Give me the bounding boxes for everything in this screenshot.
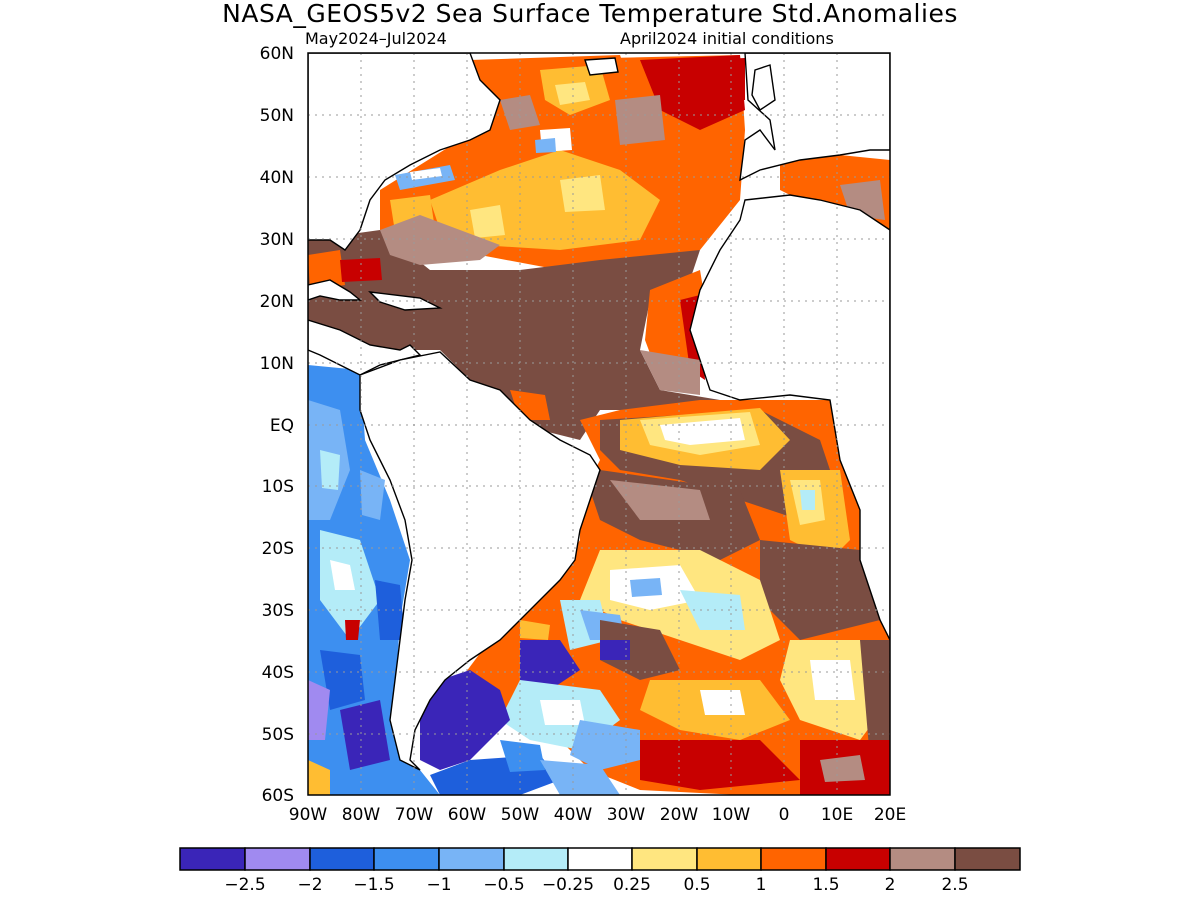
colorbar-swatch: [503, 847, 569, 871]
british-isles-land: [751, 64, 776, 112]
anomaly-map: [308, 53, 890, 795]
graticule: [308, 53, 890, 795]
lon-label: 20E: [874, 805, 906, 825]
europe-land: [739, 53, 890, 182]
patagonian-cold-region: [420, 620, 620, 795]
lon-label: 70W: [395, 805, 434, 825]
colorbar-label: −1: [426, 875, 451, 895]
colorbar-swatch: [373, 847, 440, 871]
colorbar-swatch: [309, 847, 375, 871]
lat-label: 40S: [262, 663, 294, 683]
lat-label: 10N: [260, 354, 294, 374]
lat-label: 60N: [260, 44, 294, 64]
lon-label: 90W: [289, 805, 328, 825]
gulf-coast-land: [308, 279, 362, 301]
colorbar-swatch: [889, 847, 956, 871]
lat-label: 40N: [260, 168, 294, 188]
latitude-axis: 60N 50N 40N 30N 20N 10N EQ 10S 20S 30S 4…: [260, 44, 294, 806]
colorbar-swatch: [179, 847, 246, 871]
lat-label: 30N: [260, 230, 294, 250]
colorbar-label: 1.5: [812, 875, 839, 895]
colorbar-swatch: [244, 847, 311, 871]
lon-label: 40W: [554, 805, 593, 825]
colorbar-swatch: [696, 847, 762, 871]
colorbar-label: −1.5: [353, 875, 394, 895]
colorbar-label: 0.25: [613, 875, 651, 895]
colorbar-swatch: [567, 847, 633, 871]
lat-label: 50S: [262, 725, 294, 745]
subtitle-period: May2024–Jul2024: [305, 29, 447, 48]
south-america-land: [359, 351, 601, 771]
lon-label: 30W: [607, 805, 646, 825]
colorbar-label: 1: [756, 875, 767, 895]
lon-label: 60W: [448, 805, 487, 825]
colorbar-label: −2.5: [224, 875, 265, 895]
lon-label: 50W: [501, 805, 540, 825]
lat-label: 10S: [262, 477, 294, 497]
colorbar-label: −2: [297, 875, 322, 895]
longitude-axis: 90W 80W 70W 60W 50W 40W 30W 20W 10W 0 10…: [289, 805, 906, 825]
caribbean-island-land: [368, 291, 443, 311]
colorbar-swatch: [438, 847, 505, 871]
lat-label: 50N: [260, 106, 294, 126]
pacific-cool-region: [308, 365, 440, 795]
colorbar-label: −0.5: [483, 875, 524, 895]
plot-frame: [307, 52, 891, 796]
south-atlantic-warm-region: [460, 400, 890, 795]
lon-label: 0: [779, 805, 790, 825]
lon-label: 10W: [712, 805, 751, 825]
figure-title: NASA_GEOS5v2 Sea Surface Temperature Std…: [222, 0, 958, 28]
land-masses: [308, 53, 890, 771]
colorbar-label: 2.5: [941, 875, 968, 895]
iceland-land: [584, 57, 619, 76]
lat-label: 20S: [262, 539, 294, 559]
subtitle-initial-conditions: April2024 initial conditions: [620, 29, 834, 48]
lon-label: 80W: [342, 805, 381, 825]
colorbar-swatch: [825, 847, 891, 871]
colorbar-label: 2: [885, 875, 896, 895]
colorbar-label: 0.5: [683, 875, 710, 895]
lon-label: 20W: [660, 805, 699, 825]
north-america-land: [308, 53, 501, 251]
tropical-north-atlantic-strong-warm: [308, 215, 720, 440]
lon-label: 10E: [821, 805, 853, 825]
lat-label: 20N: [260, 292, 294, 312]
colorbar-label: −0.25: [542, 875, 594, 895]
colorbar-swatch: [954, 847, 1021, 871]
colorbar-swatch: [760, 847, 827, 871]
lat-label: 60S: [262, 786, 294, 806]
africa-land: [689, 194, 890, 641]
lat-label: EQ: [270, 416, 294, 436]
north-atlantic-warm-region: [380, 53, 890, 270]
colorbar: −2.5 −2 −1.5 −1 −0.5 −0.25 0.25 0.5 1 1.…: [179, 847, 1021, 895]
colorbar-swatch: [631, 847, 698, 871]
lat-label: 30S: [262, 601, 294, 621]
